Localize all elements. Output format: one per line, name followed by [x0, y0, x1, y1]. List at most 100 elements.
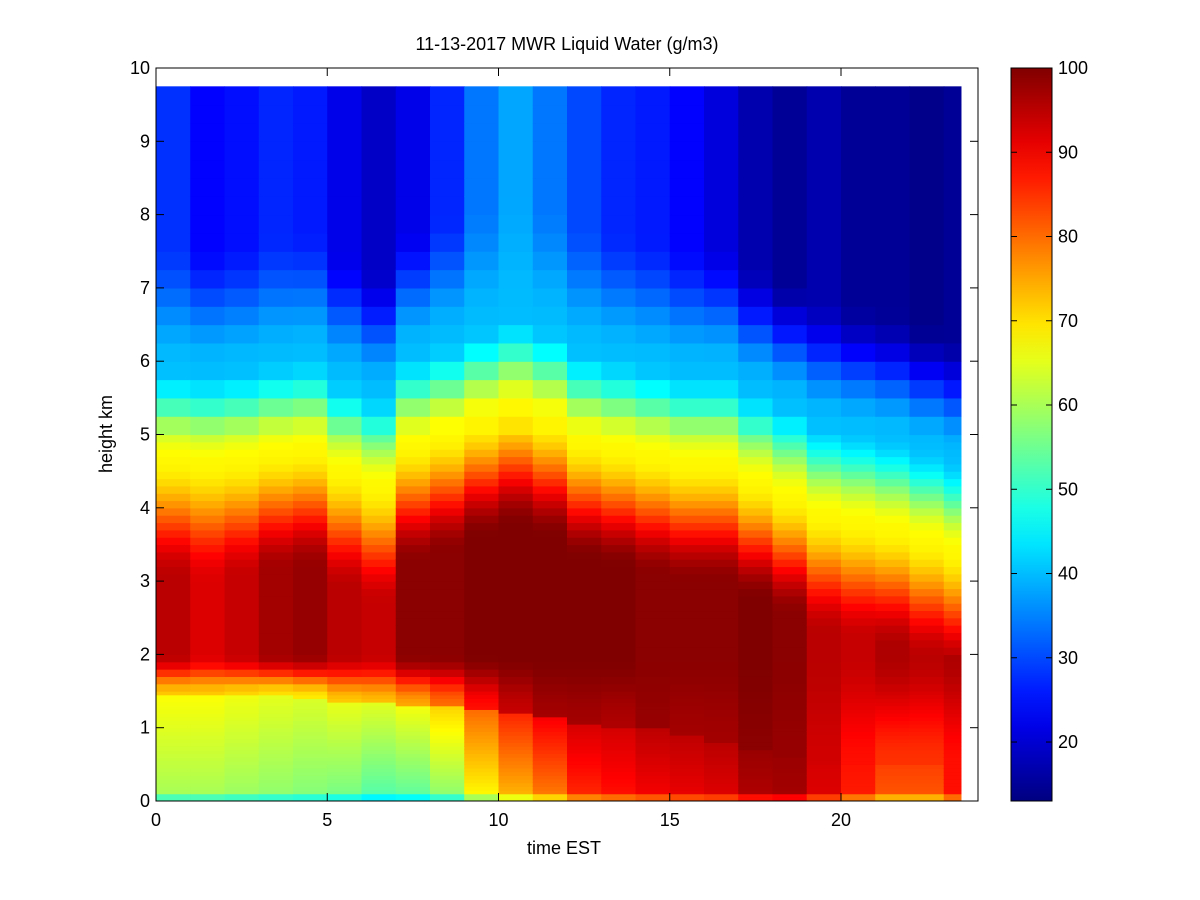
heatmap-cell — [669, 625, 705, 634]
heatmap-cell — [156, 757, 191, 762]
heatmap-cell — [772, 742, 808, 747]
heatmap-cell — [258, 500, 294, 509]
heatmap-cell — [498, 485, 534, 494]
heatmap-cell — [190, 797, 226, 801]
heatmap-cell — [943, 779, 962, 784]
heatmap-cell — [772, 661, 808, 670]
heatmap-cell — [464, 625, 500, 634]
heatmap-cell — [395, 768, 431, 773]
heatmap-cell — [293, 738, 328, 743]
heatmap-cell — [327, 775, 363, 780]
heatmap-cell — [430, 702, 465, 707]
heatmap-cell — [669, 522, 705, 531]
heatmap-cell — [361, 551, 397, 560]
heatmap-cell — [293, 709, 328, 714]
heatmap-cell — [943, 691, 962, 696]
heatmap-cell — [224, 676, 260, 685]
heatmap-cell — [841, 742, 876, 747]
heatmap-cell — [772, 456, 808, 465]
heatmap-cell — [327, 702, 363, 707]
heatmap-cell — [258, 544, 294, 553]
heatmap-cell — [738, 493, 774, 502]
heatmap-cell — [498, 654, 534, 663]
heatmap-cell — [943, 86, 962, 106]
heatmap-cell — [464, 588, 500, 597]
heatmap-cell — [772, 786, 808, 791]
heatmap-cell — [943, 493, 962, 502]
heatmap-cell — [258, 122, 294, 142]
heatmap-cell — [635, 713, 671, 718]
heatmap-cell — [635, 379, 671, 399]
heatmap-cell — [669, 639, 705, 648]
heatmap-cell — [738, 544, 774, 553]
heatmap-cell — [806, 617, 842, 626]
heatmap-cell — [395, 551, 431, 560]
heatmap-cell — [293, 86, 328, 106]
heatmap-cell — [567, 478, 602, 487]
heatmap-cell — [704, 610, 739, 619]
heatmap-cell — [430, 449, 465, 458]
heatmap-cell — [293, 196, 328, 216]
heatmap-cell — [772, 768, 808, 773]
heatmap-cell — [806, 269, 842, 289]
heatmap-cell — [532, 603, 568, 612]
heatmap-cell — [156, 727, 191, 732]
heatmap-cell — [841, 625, 876, 634]
heatmap-cell — [224, 716, 260, 721]
heatmap-cell — [464, 790, 500, 795]
heatmap-cell — [567, 324, 602, 344]
heatmap-cell — [601, 771, 637, 776]
heatmap-cell — [738, 478, 774, 487]
heatmap-cell — [567, 463, 602, 472]
heatmap-cell — [909, 771, 945, 776]
heatmap-cell — [532, 361, 568, 381]
heatmap-cell — [738, 342, 774, 362]
heatmap-cell — [532, 639, 568, 648]
heatmap-cell — [532, 647, 568, 655]
heatmap-cell — [327, 456, 363, 465]
heatmap-cell — [224, 735, 260, 740]
heatmap-cell — [464, 397, 500, 417]
heatmap-cell — [464, 771, 500, 776]
heatmap-cell — [909, 86, 945, 106]
heatmap-cell — [156, 397, 191, 417]
heatmap-cell — [704, 694, 739, 699]
heatmap-cell — [395, 753, 431, 758]
heatmap-cell — [943, 324, 962, 344]
heatmap-cell — [430, 471, 465, 480]
heatmap-cell — [875, 581, 911, 590]
heatmap-cell — [395, 782, 431, 787]
heatmap-cell — [875, 797, 911, 801]
heatmap-cell — [567, 797, 602, 801]
heatmap-cell — [156, 790, 191, 795]
heatmap-cell — [258, 471, 294, 480]
heatmap-cell — [635, 287, 671, 307]
heatmap-cell — [806, 731, 842, 736]
heatmap-cell — [293, 471, 328, 480]
heatmap-cell — [498, 793, 534, 798]
heatmap-cell — [258, 515, 294, 524]
y-tick-label: 5 — [140, 425, 150, 445]
heatmap-cell — [327, 141, 363, 161]
heatmap-cell — [601, 694, 637, 699]
heatmap-cell — [875, 507, 911, 516]
heatmap-cell — [601, 416, 637, 436]
heatmap-cell — [635, 551, 671, 560]
heatmap-cell — [224, 705, 260, 710]
heatmap-cell — [875, 698, 911, 703]
heatmap-cell — [909, 694, 945, 699]
heatmap-cell — [190, 647, 226, 655]
heatmap-cell — [361, 691, 397, 696]
heatmap-cell — [875, 793, 911, 798]
heatmap-cell — [190, 551, 226, 560]
heatmap-cell — [909, 588, 945, 597]
heatmap-cell — [909, 625, 945, 634]
heatmap-cell — [293, 676, 328, 685]
heatmap-cell — [601, 537, 637, 546]
heatmap-cell — [669, 251, 705, 271]
heatmap-cell — [190, 573, 226, 582]
heatmap-cell — [567, 654, 602, 663]
heatmap-cell — [430, 716, 465, 721]
heatmap-cell — [806, 214, 842, 234]
